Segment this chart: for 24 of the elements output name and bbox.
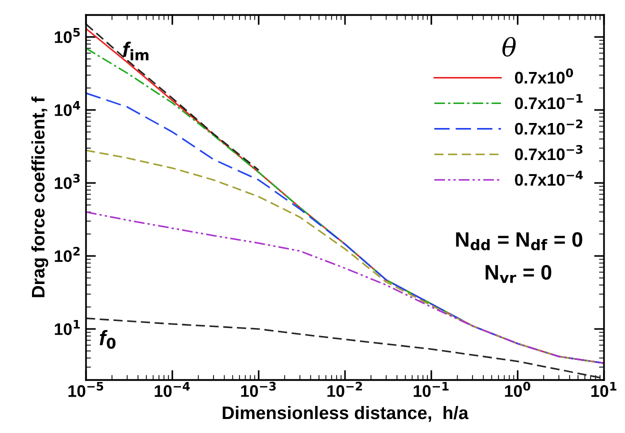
legend-label: 0.7x10$^{−4}$ [514,170,583,186]
legend-label: 0.7x10$^{−1}$ [514,94,583,110]
legend-title: θ [502,37,516,57]
y-tick-label: 10$^{4}$ [54,101,80,116]
x-tick-label: 10$^{−3}$ [241,382,276,397]
annotation: N$_{vr}$ = 0 [486,264,552,283]
x-tick-label: 10$^{−2}$ [327,382,362,397]
y-tick-label: 10$^{3}$ [54,174,80,190]
x-tick-label: 10$^{−5}$ [68,382,104,397]
annotation: N$_{dd}$ = N$_{df}$ = 0 [456,232,582,250]
y-tick-label: 10$^{1}$ [54,320,80,336]
y-axis-title: Drag force coefficient, f [31,96,48,298]
y-tick-label: 10$^{2}$ [54,246,80,262]
x-tick-label: 10$^{1}$ [591,382,616,397]
x-axis-title: Dimensionless distance, h/a [222,406,469,422]
x-tick-label: 10$^{0}$ [505,382,530,397]
annotation: f$_{im}$ [123,42,148,60]
legend-label: 0.7x10$^{−3}$ [514,145,582,160]
x-tick-label: 10$^{−4}$ [154,382,190,397]
y-tick-label: 10$^{5}$ [54,28,80,44]
x-tick-label: 10$^{−1}$ [414,382,449,397]
legend-label: 0.7x10$^{0}$ [514,68,574,84]
annotation: f$_{0}$ [100,330,116,349]
legend-label: 0.7x10$^{−2}$ [514,119,582,135]
